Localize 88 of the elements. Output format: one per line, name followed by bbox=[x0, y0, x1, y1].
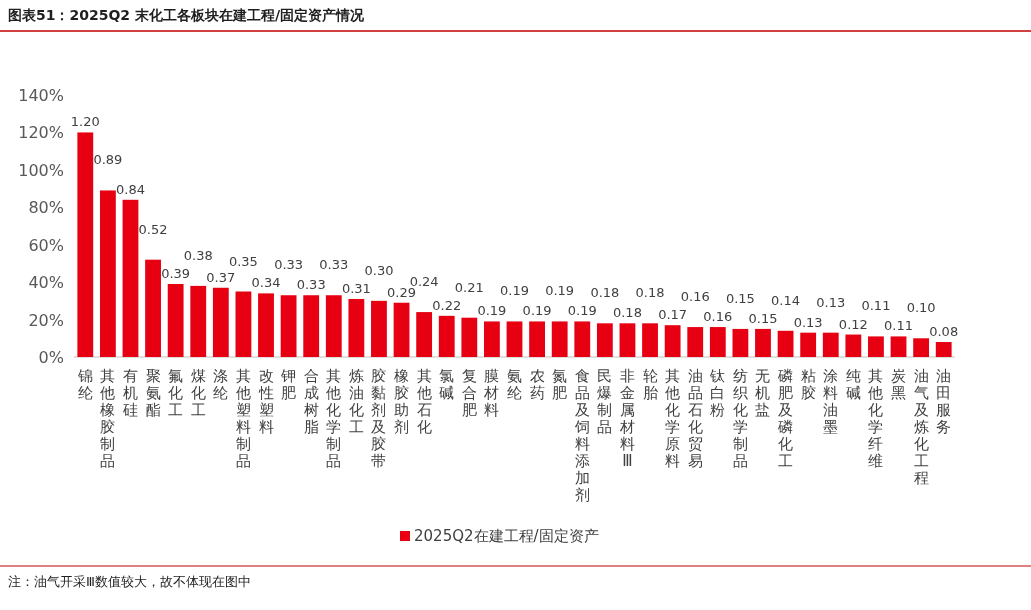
y-tick-label: 60% bbox=[28, 235, 64, 255]
x-tick-label: 无机盐 bbox=[755, 367, 771, 419]
data-label: 0.13 bbox=[816, 294, 846, 310]
x-tick-label: 氨纶 bbox=[507, 367, 522, 402]
x-tick-label: 炭黑 bbox=[891, 367, 907, 402]
data-label: 0.08 bbox=[929, 324, 959, 340]
y-tick-label: 120% bbox=[18, 123, 64, 143]
data-label: 0.29 bbox=[387, 284, 417, 300]
data-label: 0.10 bbox=[906, 300, 936, 316]
x-tick-label: 磷肥及磷化工 bbox=[777, 367, 794, 470]
x-tick-label: 纺织化学制品 bbox=[732, 367, 748, 470]
x-tick-label: 油气及炼化工程 bbox=[913, 367, 929, 487]
data-label: 0.19 bbox=[500, 283, 529, 299]
data-label: 0.35 bbox=[228, 253, 258, 269]
y-tick-label: 20% bbox=[28, 310, 64, 330]
x-tick-label: 氮肥 bbox=[552, 367, 568, 402]
data-label: 1.20 bbox=[70, 114, 100, 130]
data-label: 0.19 bbox=[545, 283, 575, 299]
x-tick-label: 胶黏剂及胶带 bbox=[371, 367, 387, 470]
data-label: 0.19 bbox=[477, 303, 507, 319]
data-label: 0.22 bbox=[432, 297, 462, 313]
data-label: 0.16 bbox=[680, 289, 710, 305]
data-label: 0.33 bbox=[296, 277, 326, 293]
x-tick-label: 复合肥 bbox=[461, 367, 477, 419]
x-tick-label: 煤化工 bbox=[190, 367, 206, 419]
x-tick-label: 农药 bbox=[529, 367, 545, 402]
data-label: 0.19 bbox=[522, 303, 552, 319]
data-label: 0.31 bbox=[341, 280, 371, 296]
y-tick-label: 0% bbox=[38, 348, 64, 367]
x-tick-label: 炼油化工 bbox=[348, 367, 364, 436]
data-label: 0.30 bbox=[364, 262, 394, 278]
data-label: 0.14 bbox=[771, 292, 801, 308]
text: 注：油气开采Ⅲ数值较大，故不体现在图中 bbox=[8, 574, 251, 589]
data-label: 0.33 bbox=[274, 257, 304, 273]
x-tick-label: 合成树脂 bbox=[303, 367, 319, 436]
x-tick-label: 涂料油墨 bbox=[823, 367, 839, 436]
x-tick-label: 橡胶助剂 bbox=[394, 367, 410, 436]
x-tick-label: 涤纶 bbox=[213, 367, 229, 402]
x-tick-label: 其他塑料制品 bbox=[235, 367, 251, 470]
data-label: 0.16 bbox=[703, 309, 733, 325]
x-tick-label: 民爆制品 bbox=[597, 367, 613, 436]
y-tick-label: 80% bbox=[28, 198, 64, 218]
data-label: 0.84 bbox=[116, 181, 145, 197]
data-label: 0.11 bbox=[861, 298, 891, 314]
x-tick-label: 其他化学制品 bbox=[326, 367, 342, 470]
data-label: 0.15 bbox=[748, 310, 778, 326]
x-tick-label: 有机硅 bbox=[121, 367, 138, 419]
x-tick-label: 氟化工 bbox=[168, 367, 184, 419]
x-tick-label: 其他石化 bbox=[416, 367, 432, 436]
x-tick-label: 纯碱 bbox=[845, 367, 861, 402]
x-tick-label: 轮胎 bbox=[642, 367, 658, 402]
legend-label: 2025Q2在建工程/固定资产 bbox=[414, 527, 599, 545]
data-label: 0.39 bbox=[161, 266, 191, 282]
data-label: 0.52 bbox=[138, 221, 168, 237]
data-label: 0.21 bbox=[454, 279, 484, 295]
x-tick-label: 氯碱 bbox=[439, 367, 455, 402]
x-tick-label: 粘胶 bbox=[800, 367, 816, 402]
data-label: 0.18 bbox=[612, 305, 642, 321]
y-tick-label: 40% bbox=[28, 273, 64, 293]
x-tick-label: 其他化学原料 bbox=[665, 367, 681, 470]
data-label: 0.11 bbox=[884, 318, 913, 334]
x-tick-label: 其他橡胶制品 bbox=[100, 367, 116, 470]
x-tick-label: 食品及饲料添加剂 bbox=[573, 367, 590, 504]
data-label: 0.18 bbox=[590, 285, 620, 301]
data-label: 0.13 bbox=[793, 314, 823, 330]
data-label: 0.17 bbox=[658, 307, 688, 323]
x-tick-label: 聚氨酯 bbox=[145, 367, 161, 419]
data-label: 0.38 bbox=[183, 247, 213, 263]
x-tick-label: 油田服务 bbox=[936, 367, 952, 436]
x-tick-label: 膜材料 bbox=[483, 367, 500, 419]
title: 图表51：2025Q2 末化工各板块在建工程/固定资产情况 bbox=[8, 7, 365, 23]
x-tick-label: 其他化学纤维 bbox=[868, 367, 884, 470]
y-tick-label: 100% bbox=[18, 160, 64, 180]
x-tick-label: 改性塑料 bbox=[257, 367, 274, 436]
data-label: 0.12 bbox=[838, 316, 868, 332]
data-label: 0.89 bbox=[93, 152, 123, 168]
data-label: 0.37 bbox=[206, 269, 236, 285]
y-tick-label: 140% bbox=[18, 86, 64, 105]
x-tick-label: 非金属材料Ⅲ bbox=[618, 367, 635, 470]
x-tick-label: 钾肥 bbox=[280, 367, 297, 402]
data-label: 0.34 bbox=[251, 275, 281, 291]
data-label: 0.15 bbox=[725, 290, 755, 306]
x-tick-label: 钛白粉 bbox=[709, 367, 726, 419]
data-label: 0.18 bbox=[635, 285, 665, 301]
data-label: 0.19 bbox=[567, 303, 597, 319]
x-tick-label: 锦纶 bbox=[76, 367, 93, 402]
x-tick-label: 油品石化贸易 bbox=[687, 367, 703, 470]
data-label: 0.33 bbox=[319, 257, 349, 273]
